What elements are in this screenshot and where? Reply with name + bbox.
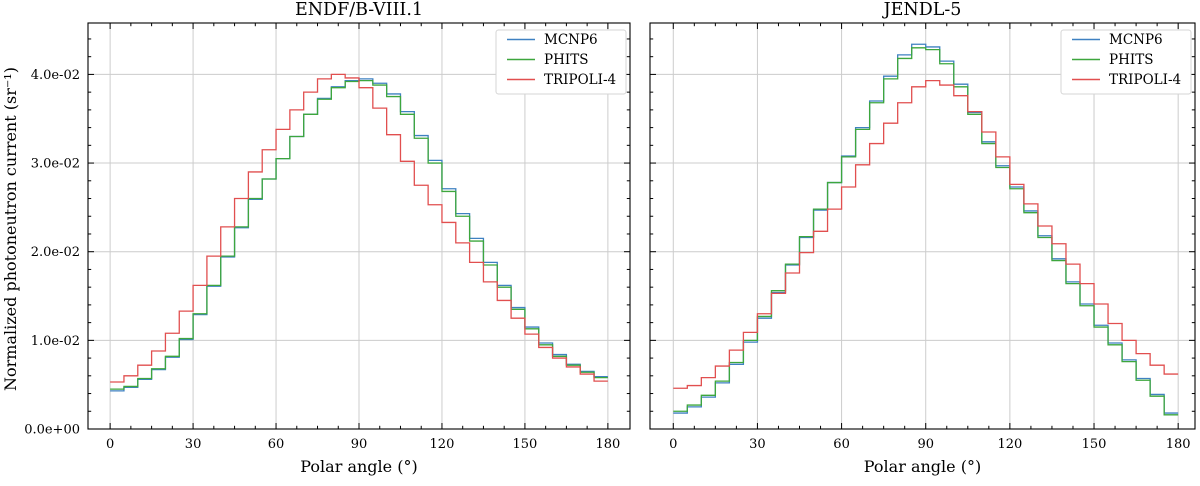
x-tick-label: 180 (1166, 437, 1191, 452)
x-tick-label: 90 (917, 437, 934, 452)
legend-box (495, 29, 627, 95)
legend-label: MCNP6 (1109, 32, 1163, 48)
x-axis-label: Polar angle (°) (300, 457, 417, 476)
grid (650, 23, 1195, 429)
legend-box (1060, 29, 1192, 95)
x-axis-label: Polar angle (°) (864, 457, 981, 476)
legend-label: MCNP6 (544, 32, 598, 48)
legend-label: TRIPOLI-4 (544, 72, 616, 88)
x-tick-label: 120 (430, 437, 455, 452)
x-tick-label: 60 (833, 437, 850, 452)
x-tick-label: 150 (1082, 437, 1107, 452)
x-tick-label: 120 (997, 437, 1022, 452)
x-tick-label: 0 (669, 437, 677, 452)
panel-title: JENDL-5 (882, 0, 962, 20)
series-curves (673, 43, 1179, 416)
series-line-tripoli-4 (110, 73, 608, 383)
y-tick-label: 0.0e+00 (24, 423, 80, 438)
panel-endf-b-viii-1: 0 30 60 90 120 150 180 0.0e+00 1.0e-02 2.0e-02 3.0… (1, 0, 631, 476)
ticks (650, 23, 1195, 429)
series-line-tripoli-4 (673, 79, 1179, 389)
ticks (88, 23, 630, 429)
x-tick-label: 150 (513, 437, 538, 452)
legend-label: PHITS (1109, 52, 1153, 68)
x-tick-label: 30 (749, 437, 766, 452)
series-curves (110, 73, 608, 392)
panel-jendl-5: 0 30 60 90 120 150 180 Polar angle (°) JENDL-5 MC… (649, 0, 1196, 476)
y-tick-label: 1.0e-02 (31, 334, 80, 349)
legend-label: TRIPOLI-4 (1109, 72, 1181, 88)
legend-label: PHITS (544, 52, 588, 68)
x-tick-label: 90 (351, 437, 368, 452)
y-tick-label: 4.0e-02 (31, 68, 80, 83)
x-tick-label: 30 (185, 437, 202, 452)
plot-frame (649, 22, 1196, 430)
y-tick-label: 2.0e-02 (31, 245, 80, 260)
y-axis-label: Normalized photoneutron current (sr⁻¹) (1, 67, 20, 391)
y-tick-label: 3.0e-02 (31, 157, 80, 172)
x-tick-label: 0 (106, 437, 114, 452)
x-tick-label: 180 (595, 437, 620, 452)
legend: MCNP6 PHITS TRIPOLI-4 (1060, 29, 1192, 95)
panel-title: ENDF/B-VIII.1 (295, 0, 423, 20)
legend: MCNP6 PHITS TRIPOLI-4 (495, 29, 627, 95)
x-tick-label: 60 (268, 437, 285, 452)
